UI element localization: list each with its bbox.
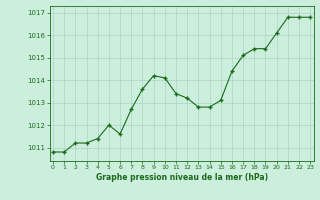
- X-axis label: Graphe pression niveau de la mer (hPa): Graphe pression niveau de la mer (hPa): [96, 173, 268, 182]
